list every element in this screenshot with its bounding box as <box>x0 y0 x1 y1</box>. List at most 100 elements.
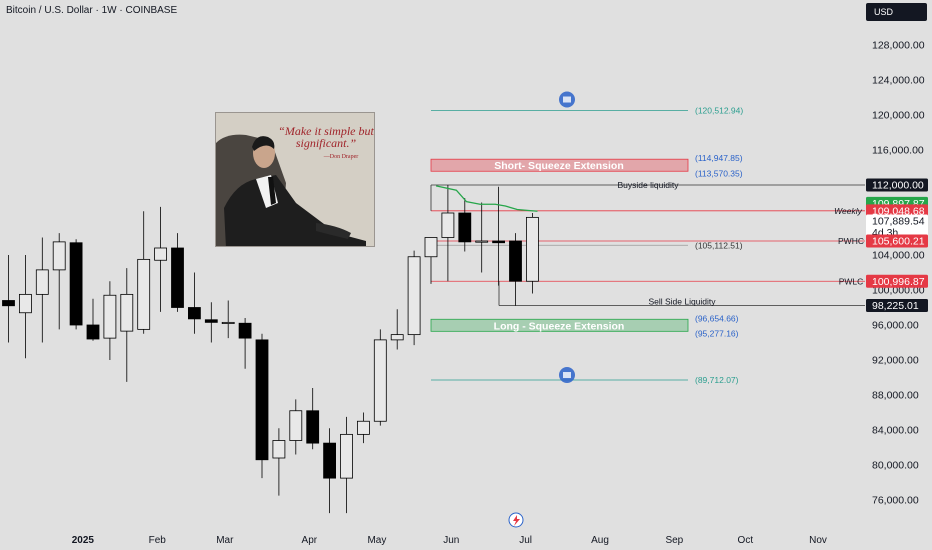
candle-body <box>103 294 117 339</box>
candle <box>35 237 49 343</box>
x-tick-label: Sep <box>665 535 683 546</box>
candle <box>238 318 252 369</box>
sellside-label: Sell Side Liquidity <box>648 297 716 307</box>
x-tick-label: May <box>367 535 386 546</box>
zone-box <box>430 318 689 332</box>
level-label: (120,512.94) <box>695 106 743 116</box>
candle-body <box>492 240 506 244</box>
level-label: (105,112.51) <box>695 240 743 250</box>
candle-body <box>323 442 337 479</box>
level-label: (89,712.07) <box>695 375 739 385</box>
y-tick-label: 96,000.00 <box>872 320 919 332</box>
x-tick-label: Nov <box>809 535 827 546</box>
candle-body <box>221 321 235 324</box>
candle-body <box>441 212 455 238</box>
candle-body <box>289 410 303 441</box>
quote-text: “Make it simple but significant.” <box>278 124 374 150</box>
candle-body <box>390 334 404 341</box>
candle-body <box>509 240 522 282</box>
candle <box>373 329 387 426</box>
candle-body <box>69 242 83 326</box>
price-tag <box>866 214 928 239</box>
candle-body <box>373 339 387 422</box>
x-tick-label: Feb <box>149 535 167 546</box>
candle-body <box>272 440 286 459</box>
x-tick-label: Jul <box>519 535 532 546</box>
candle-body <box>171 247 184 308</box>
price-tag <box>866 299 928 313</box>
price-tag-label: 100,996.87 <box>872 276 925 288</box>
candle-body <box>86 324 100 340</box>
candle-body <box>137 258 151 330</box>
candle <box>407 250 421 346</box>
candle <box>171 233 184 312</box>
price-tag-label: 109,048.68 <box>872 205 925 217</box>
candle <box>492 186 506 286</box>
candle <box>154 206 168 312</box>
price-tag <box>866 274 928 288</box>
candle <box>458 198 472 252</box>
x-tick-label: Oct <box>738 535 754 546</box>
y-tick-label: 120,000.00 <box>872 110 925 122</box>
candle <box>204 302 218 343</box>
replay-icon <box>508 512 524 528</box>
weekly-label: Weekly <box>834 206 862 216</box>
price-tag <box>866 178 928 192</box>
y-tick-label: 104,000.00 <box>872 250 925 262</box>
pwhc-label: PWHC <box>838 236 864 246</box>
price-tag-label: 112,000.00 <box>872 180 924 192</box>
candle <box>18 255 32 359</box>
target-marker-icon <box>559 91 575 108</box>
candle <box>526 213 539 294</box>
candle-body <box>458 212 472 243</box>
candle <box>187 272 201 334</box>
candle <box>509 233 522 306</box>
green-trend-line <box>435 185 538 212</box>
candle <box>255 333 269 479</box>
price-tag-label: 107,889.54 <box>872 215 925 227</box>
currency-selector[interactable]: USD <box>866 3 927 21</box>
candle-body <box>407 256 421 336</box>
candle <box>441 185 455 282</box>
candle <box>323 428 337 514</box>
candle-body <box>306 410 320 444</box>
zone-bottom-value: (95,277.16) <box>695 328 739 338</box>
candle-body <box>204 319 218 323</box>
candle-body <box>238 322 252 339</box>
y-tick-label: 88,000.00 <box>872 390 919 402</box>
candle <box>2 255 15 343</box>
candle-body <box>356 420 370 435</box>
x-tick-label: 2025 <box>72 535 95 546</box>
price-tag <box>866 204 928 218</box>
x-tick-label: Apr <box>302 535 318 546</box>
zone-bottom-value: (113,570.35) <box>695 168 743 178</box>
candle-body <box>120 293 134 332</box>
zone-top-value: (96,654.66) <box>695 313 739 323</box>
buyside-label: Buyside liquidity <box>618 180 680 190</box>
don-draper-image: “Make it simple but significant.” —Don D… <box>215 112 375 247</box>
candle-body <box>154 247 168 261</box>
candle-body <box>255 339 269 461</box>
zone-label: Short- Squeeze Extension <box>494 160 624 172</box>
y-tick-label: 76,000.00 <box>872 495 919 507</box>
y-tick-label: 116,000.00 <box>872 145 924 157</box>
symbol-title: Bitcoin / U.S. Dollar · 1W · COINBASE <box>6 5 178 16</box>
candle-body <box>35 269 49 295</box>
candle <box>137 211 151 334</box>
candle <box>52 233 66 330</box>
y-tick-label: 84,000.00 <box>872 425 919 437</box>
candle <box>475 202 489 273</box>
zone-box <box>430 158 689 172</box>
candle <box>86 298 100 341</box>
x-tick-label: Mar <box>216 535 234 546</box>
candle-body <box>52 241 66 271</box>
y-tick-label: 128,000.00 <box>872 40 925 52</box>
candle <box>306 388 320 450</box>
target-marker-icon <box>559 367 575 384</box>
candle-body <box>526 216 539 282</box>
candle-body <box>187 307 201 320</box>
zone-label: Long - Squeeze Extension <box>494 320 625 332</box>
x-tick-label: Jun <box>443 535 459 546</box>
candle <box>356 412 370 444</box>
